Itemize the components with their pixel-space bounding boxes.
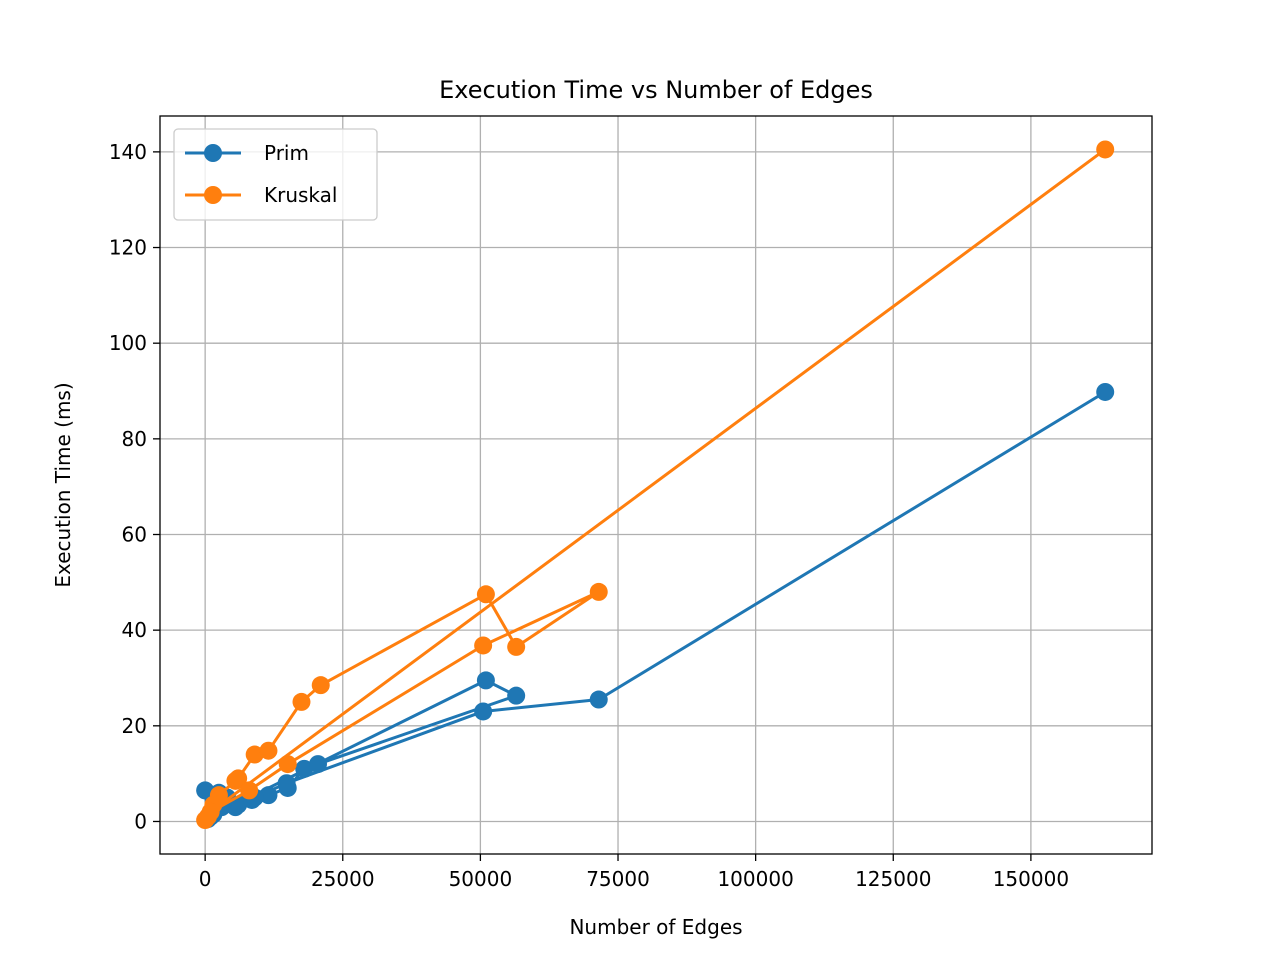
data-point-kruskal (311, 676, 330, 695)
x-axis-label: Number of Edges (569, 915, 742, 939)
data-point-kruskal (278, 755, 297, 774)
data-point-prim (589, 690, 608, 709)
legend: Prim Kruskal (173, 128, 378, 221)
data-point-kruskal (240, 781, 259, 800)
data-point-kruskal (476, 585, 495, 604)
x-tick-label: 100000 (717, 867, 793, 891)
y-tick-label: 40 (122, 618, 147, 642)
legend-label-kruskal: Kruskal (264, 183, 337, 207)
y-tick-label: 20 (122, 714, 147, 738)
data-point-prim (476, 671, 495, 690)
data-point-kruskal (507, 637, 526, 656)
data-point-kruskal (259, 741, 278, 760)
data-point-prim (308, 755, 327, 774)
y-axis: 0 20 40 60 80 100 120 140 (109, 140, 160, 833)
data-point-kruskal (589, 582, 608, 601)
x-tick-label: 25000 (311, 867, 375, 891)
data-point-kruskal (292, 692, 311, 711)
x-tick-label: 125000 (855, 867, 931, 891)
data-point-kruskal (201, 802, 220, 821)
x-tick-label: 75000 (586, 867, 650, 891)
data-point-prim (196, 781, 215, 800)
y-tick-label: 100 (109, 331, 147, 355)
data-point-prim (295, 759, 314, 778)
axes-frame (159, 115, 1153, 855)
legend-marker-kruskal (204, 186, 222, 204)
y-tick-label: 60 (122, 523, 147, 547)
x-axis: 0 25000 50000 75000 100000 125000 150000 (199, 854, 1069, 891)
legend-marker-prim (204, 144, 222, 162)
data-point-kruskal (209, 786, 228, 805)
x-tick-label: 50000 (449, 867, 513, 891)
y-tick-label: 0 (134, 809, 147, 833)
y-tick-label: 120 (109, 236, 147, 260)
data-point-kruskal (1096, 140, 1115, 159)
data-point-prim (507, 686, 526, 705)
plot-series (196, 140, 1115, 830)
data-point-kruskal (474, 636, 493, 655)
x-tick-label: 150000 (993, 867, 1069, 891)
y-axis-label: Execution Time (ms) (51, 382, 75, 587)
data-point-prim (474, 702, 493, 721)
y-tick-label: 140 (109, 140, 147, 164)
data-point-prim (277, 774, 296, 793)
x-tick-label: 0 (199, 867, 212, 891)
data-point-prim (259, 786, 278, 805)
legend-label-prim: Prim (264, 141, 309, 165)
data-point-kruskal (229, 769, 248, 788)
data-point-prim (1096, 382, 1115, 401)
chart-title: Execution Time vs Number of Edges (439, 76, 873, 104)
y-tick-label: 80 (122, 427, 147, 451)
data-point-kruskal (245, 745, 264, 764)
series-kruskal (196, 140, 1115, 830)
